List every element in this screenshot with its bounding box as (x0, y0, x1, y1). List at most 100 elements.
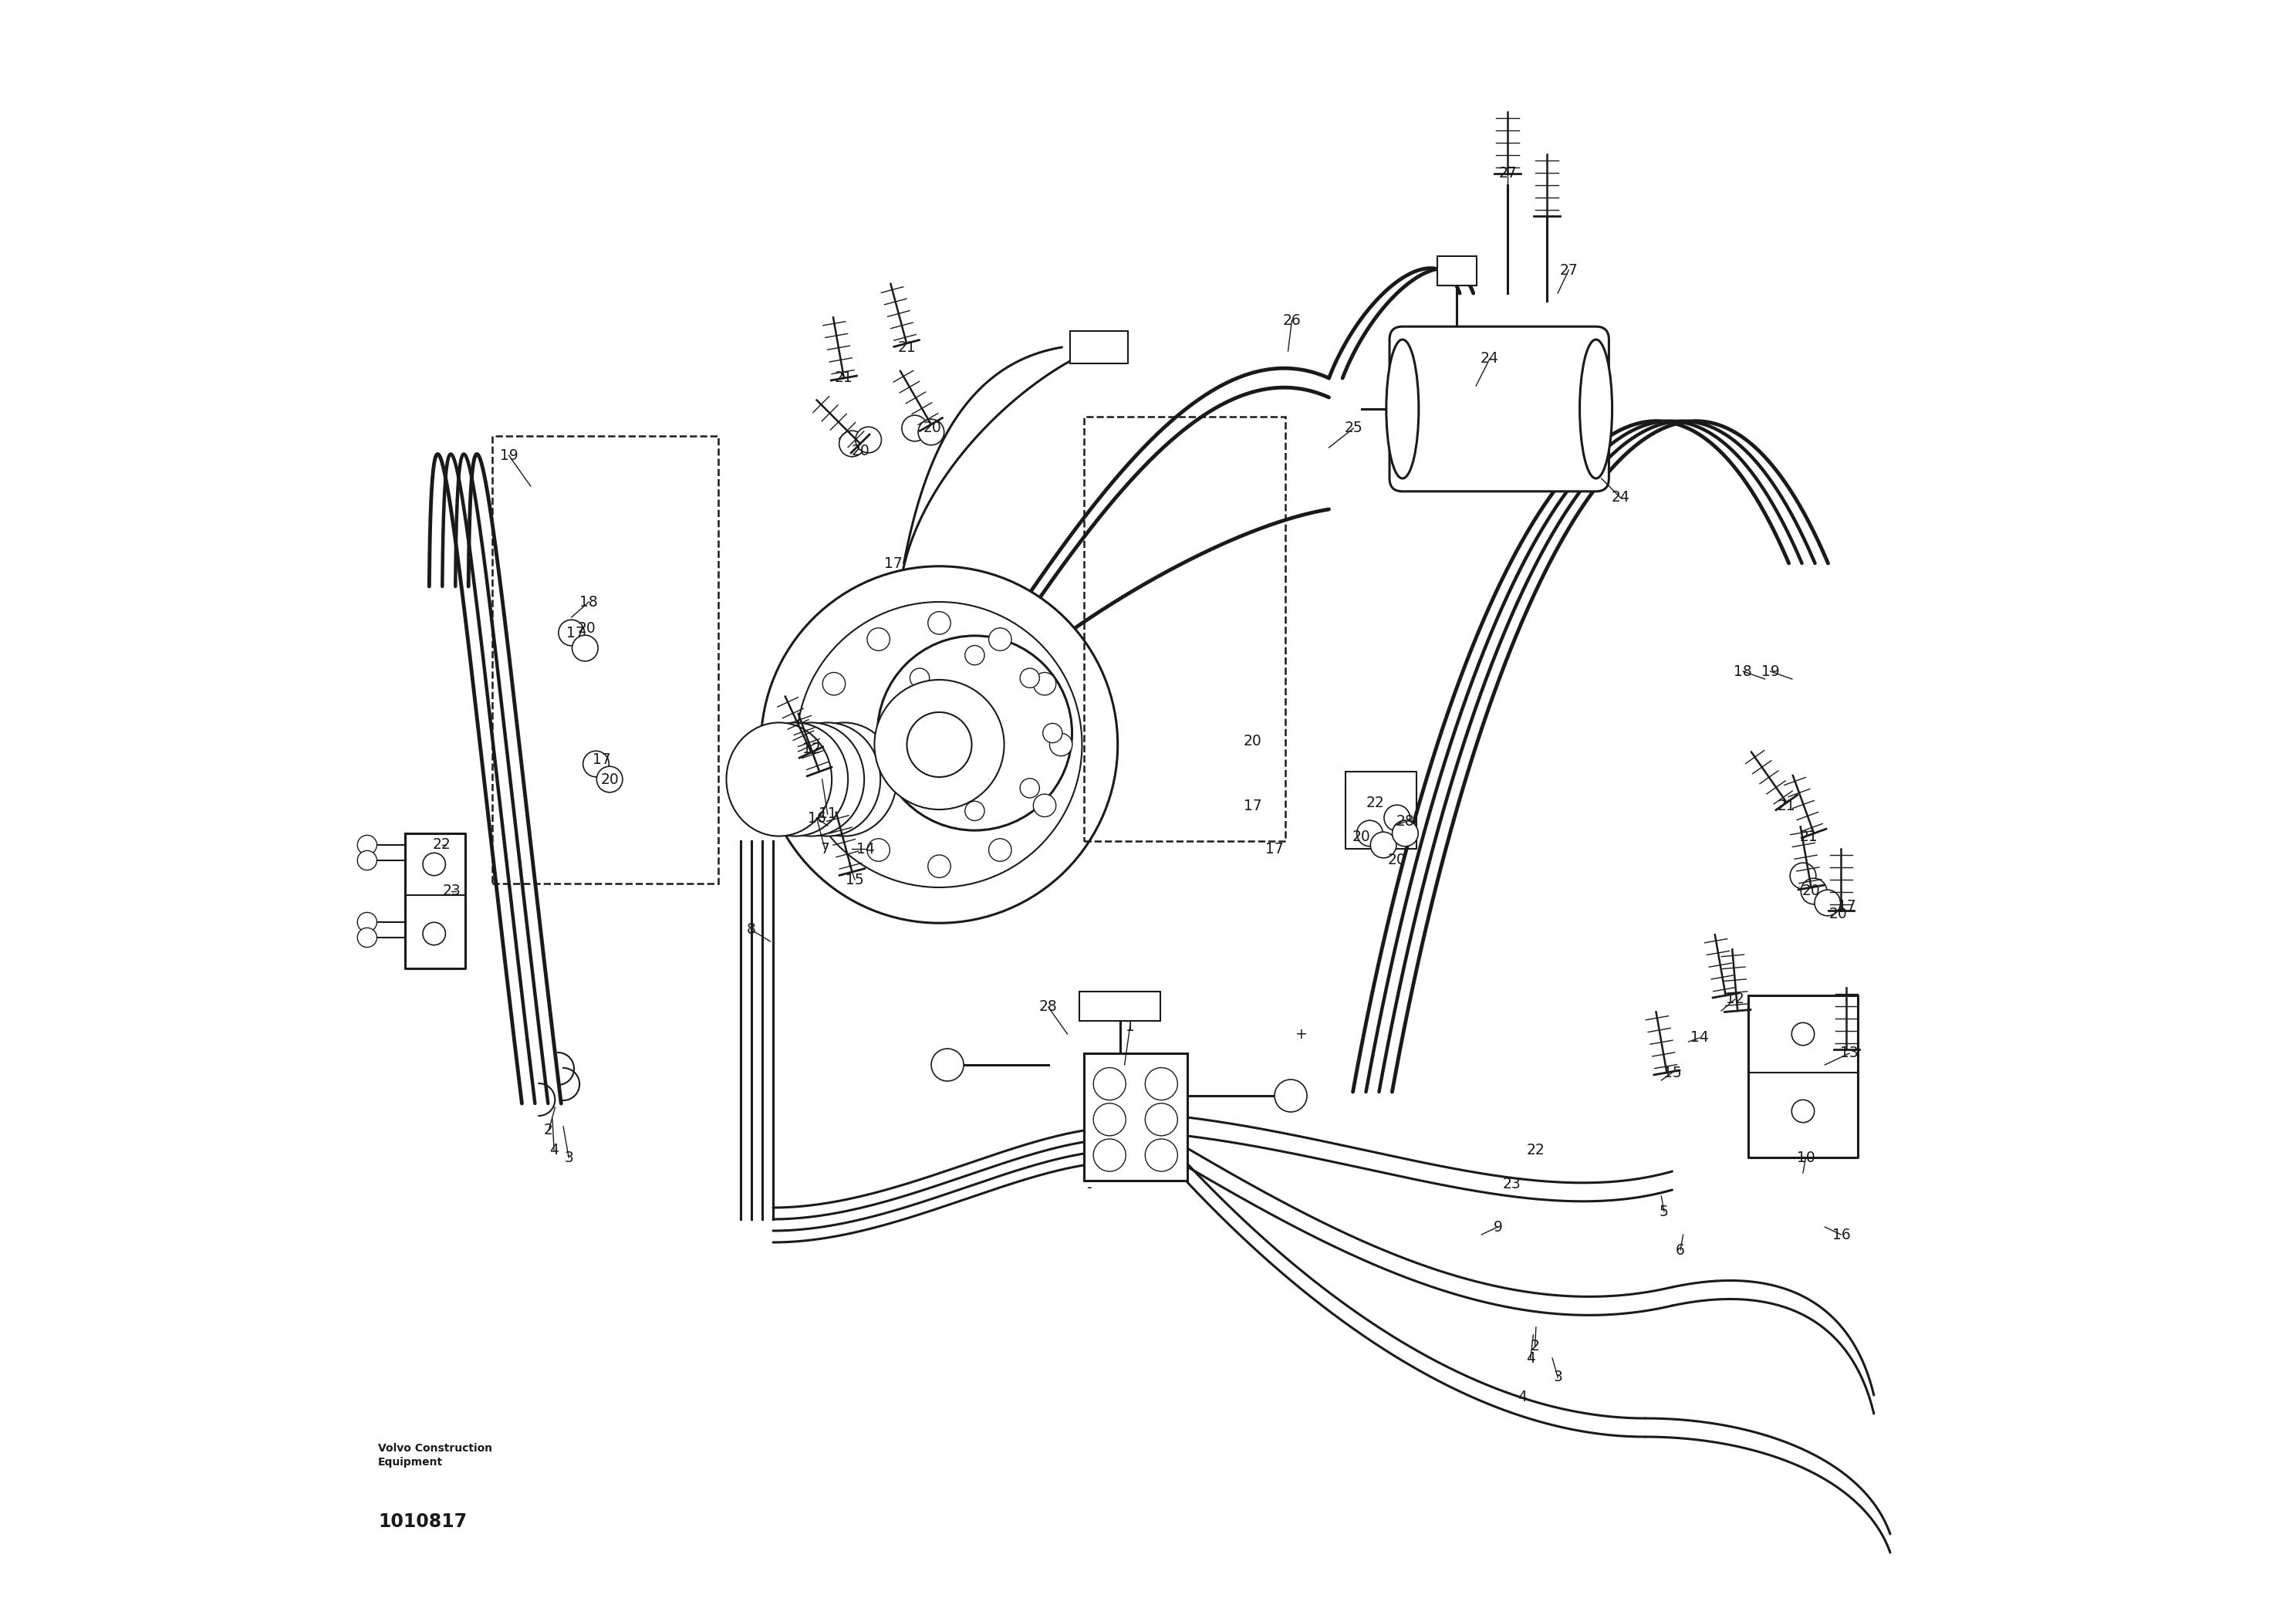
Text: 2: 2 (1531, 1340, 1541, 1354)
Circle shape (1049, 733, 1072, 756)
Circle shape (838, 431, 866, 457)
Text: 9: 9 (1492, 1220, 1502, 1234)
Text: 19: 19 (1761, 663, 1779, 678)
Bar (491, 436, 719, 884)
Circle shape (868, 628, 891, 650)
Circle shape (822, 673, 845, 696)
Circle shape (932, 1049, 964, 1082)
Text: 10: 10 (1795, 1150, 1814, 1165)
Circle shape (1093, 1103, 1125, 1135)
Circle shape (1033, 673, 1056, 696)
Text: 22: 22 (432, 837, 450, 852)
Text: 11: 11 (817, 806, 836, 821)
Circle shape (1357, 821, 1382, 847)
Text: 21: 21 (1777, 800, 1795, 814)
Circle shape (1146, 1139, 1178, 1171)
Text: 5: 5 (1660, 1204, 1669, 1218)
Circle shape (990, 628, 1013, 650)
Text: 1010817: 1010817 (379, 1512, 466, 1531)
Circle shape (875, 680, 1003, 809)
Text: 24: 24 (1612, 490, 1630, 504)
Circle shape (572, 636, 597, 662)
Circle shape (1093, 1067, 1125, 1100)
Text: 17: 17 (884, 556, 902, 571)
Text: 20: 20 (1387, 853, 1405, 868)
Text: 23: 23 (1502, 1178, 1520, 1192)
FancyBboxPatch shape (1389, 326, 1609, 491)
Text: 21: 21 (1800, 830, 1818, 845)
Circle shape (1800, 878, 1828, 903)
Text: 25: 25 (1343, 422, 1362, 436)
Circle shape (1042, 723, 1063, 743)
Circle shape (1391, 821, 1419, 847)
Bar (1079, 991, 1159, 1020)
Circle shape (806, 733, 829, 756)
Text: 2: 2 (544, 1122, 553, 1137)
Text: 28: 28 (1040, 999, 1058, 1014)
Ellipse shape (758, 722, 863, 835)
Text: 20: 20 (579, 621, 597, 636)
Circle shape (990, 839, 1013, 861)
Text: 6: 6 (1676, 1242, 1685, 1257)
Circle shape (909, 779, 930, 798)
Text: 8: 8 (746, 923, 755, 938)
Circle shape (1384, 805, 1410, 830)
Text: 4: 4 (549, 1142, 558, 1156)
Circle shape (1814, 890, 1841, 916)
Circle shape (1019, 668, 1040, 688)
Bar (1084, 1053, 1187, 1181)
Circle shape (1274, 1080, 1306, 1113)
Circle shape (597, 766, 622, 792)
Text: 22: 22 (1527, 1142, 1545, 1156)
Circle shape (422, 853, 445, 876)
Text: 17: 17 (1837, 899, 1855, 915)
Text: 20: 20 (852, 444, 870, 459)
Circle shape (909, 668, 930, 688)
Circle shape (1146, 1103, 1178, 1135)
Circle shape (877, 636, 1072, 830)
Text: 3: 3 (565, 1150, 574, 1165)
Circle shape (1019, 779, 1040, 798)
Text: 1: 1 (1125, 1019, 1134, 1033)
Circle shape (358, 928, 377, 947)
Circle shape (422, 923, 445, 946)
Text: 17: 17 (1265, 842, 1283, 856)
Circle shape (583, 751, 608, 777)
Circle shape (1093, 1139, 1125, 1171)
Text: 19: 19 (501, 448, 519, 462)
Text: 18: 18 (1733, 663, 1752, 678)
Circle shape (797, 602, 1081, 887)
Text: 20: 20 (1352, 830, 1371, 845)
Text: 15: 15 (845, 873, 863, 887)
Circle shape (964, 801, 985, 821)
Text: 16: 16 (808, 811, 827, 826)
Text: 16: 16 (1832, 1228, 1851, 1242)
Circle shape (868, 839, 891, 861)
Text: 22: 22 (1366, 795, 1384, 809)
Circle shape (964, 646, 985, 665)
Text: 4: 4 (1527, 1351, 1536, 1366)
Circle shape (822, 795, 845, 817)
Text: 17: 17 (1244, 800, 1263, 814)
Bar (1437, 256, 1476, 285)
Text: 21: 21 (898, 341, 916, 355)
Ellipse shape (742, 722, 847, 835)
Text: 13: 13 (1839, 1046, 1857, 1061)
Circle shape (1033, 795, 1056, 817)
Circle shape (760, 566, 1118, 923)
Text: 27: 27 (1499, 167, 1518, 182)
Text: 20: 20 (602, 772, 620, 787)
Text: 3: 3 (1552, 1371, 1561, 1385)
Text: 28: 28 (1396, 814, 1414, 829)
Ellipse shape (1387, 339, 1419, 478)
Circle shape (1791, 1100, 1814, 1122)
Text: 4: 4 (1518, 1390, 1527, 1405)
Text: 26: 26 (1283, 313, 1302, 328)
Circle shape (1791, 1022, 1814, 1045)
Circle shape (1791, 863, 1816, 889)
Text: 18: 18 (581, 595, 597, 610)
Circle shape (856, 427, 882, 453)
Text: 17: 17 (567, 626, 585, 641)
Text: -: - (1086, 1181, 1091, 1195)
Text: Volvo Construction
Equipment: Volvo Construction Equipment (379, 1444, 491, 1468)
